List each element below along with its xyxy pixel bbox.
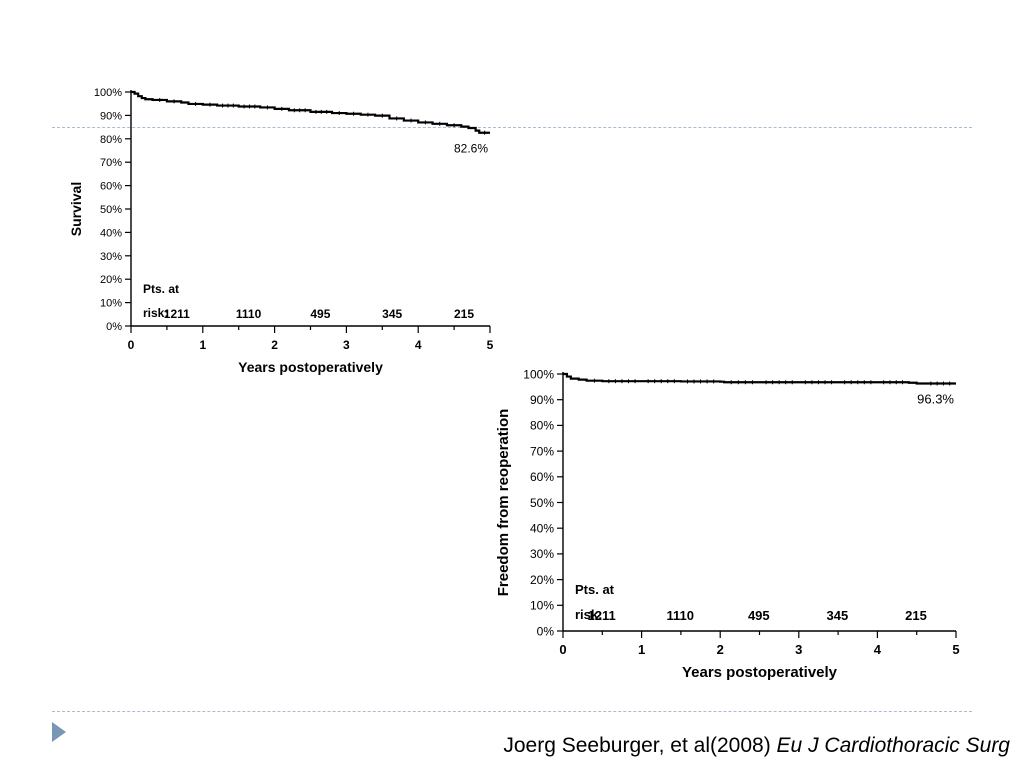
reop-y-axis-title: Freedom from reoperation [495, 409, 512, 597]
reop-risk-count: 1110 [666, 608, 694, 623]
reop-risk-count: 495 [748, 608, 770, 623]
citation: Joerg Seeburger, et al(2008) Eu J Cardio… [503, 734, 1010, 758]
survival-x-tick-label: 1 [199, 338, 206, 352]
bullet-arrow-icon [52, 722, 66, 742]
reop-x-tick-label: 5 [952, 642, 959, 657]
survival-y-tick-label: 60% [100, 181, 122, 193]
survival-risk-count: 345 [382, 307, 402, 321]
survival-y-axis-title: Survival [68, 182, 84, 236]
reop-y-tick-label: 80% [530, 419, 554, 433]
survival-y-tick-label: 20% [100, 274, 122, 286]
survival-y-tick-label: 90% [100, 110, 122, 122]
survival-x-tick-label: 0 [128, 338, 135, 352]
citation-authors: Joerg Seeburger, et al(2008) [503, 734, 771, 757]
survival-risk-count: 1110 [236, 307, 262, 321]
reop-x-tick-label: 4 [874, 642, 882, 657]
survival-y-tick-label: 80% [100, 134, 122, 146]
reop-risk-label-line2: risk: [575, 607, 602, 622]
reop-y-tick-label: 100% [523, 367, 554, 381]
reop-x-tick-label: 3 [795, 642, 802, 657]
survival-y-tick-label: 0% [106, 321, 122, 333]
reop-y-tick-label: 90% [530, 393, 554, 407]
citation-journal: Eu J Cardiothoracic Surg [776, 734, 1010, 757]
reop-risk-count: 345 [827, 608, 849, 623]
reop-y-tick-label: 70% [530, 444, 554, 458]
survival-risk-count: 215 [454, 307, 474, 321]
divider-bottom [52, 711, 972, 712]
survival-end-value-label: 82.6% [454, 142, 488, 156]
survival-risk-count: 495 [310, 307, 330, 321]
reop-y-tick-label: 60% [530, 470, 554, 484]
survival-risk-count: 1211 [164, 307, 190, 321]
reop-y-tick-label: 40% [530, 522, 554, 536]
reop-x-tick-label: 1 [638, 642, 645, 657]
survival-y-tick-label: 30% [100, 251, 122, 263]
reop-y-tick-label: 10% [530, 599, 554, 613]
survival-x-tick-label: 4 [415, 338, 422, 352]
survival-y-tick-label: 10% [100, 298, 122, 310]
survival-y-tick-label: 100% [94, 87, 122, 99]
survival-y-tick-label: 70% [100, 157, 122, 169]
survival-x-tick-label: 2 [271, 338, 278, 352]
survival-y-tick-label: 40% [100, 227, 122, 239]
survival-risk-label-line1: Pts. at [143, 282, 179, 296]
survival-x-tick-label: 5 [487, 338, 494, 352]
reop-x-tick-label: 0 [559, 642, 566, 657]
reop-end-value-label: 96.3% [917, 392, 954, 407]
reop-y-tick-label: 50% [530, 496, 554, 510]
reop-x-tick-label: 2 [717, 642, 724, 657]
survival-x-tick-label: 3 [343, 338, 350, 352]
reop-risk-label-line1: Pts. at [575, 582, 615, 597]
survival-x-axis-title: Years postoperatively [238, 359, 383, 375]
reop-y-tick-label: 20% [530, 573, 554, 587]
survival-y-tick-label: 50% [100, 204, 122, 216]
survival-risk-label-line2: risk: [143, 306, 168, 320]
reop-risk-count: 215 [905, 608, 927, 623]
reop-y-tick-label: 0% [537, 624, 555, 638]
reop-x-axis-title: Years postoperatively [682, 664, 838, 681]
reop-y-tick-label: 30% [530, 547, 554, 561]
divider-top [52, 127, 972, 128]
reop-risk-count: 1211 [587, 608, 615, 623]
